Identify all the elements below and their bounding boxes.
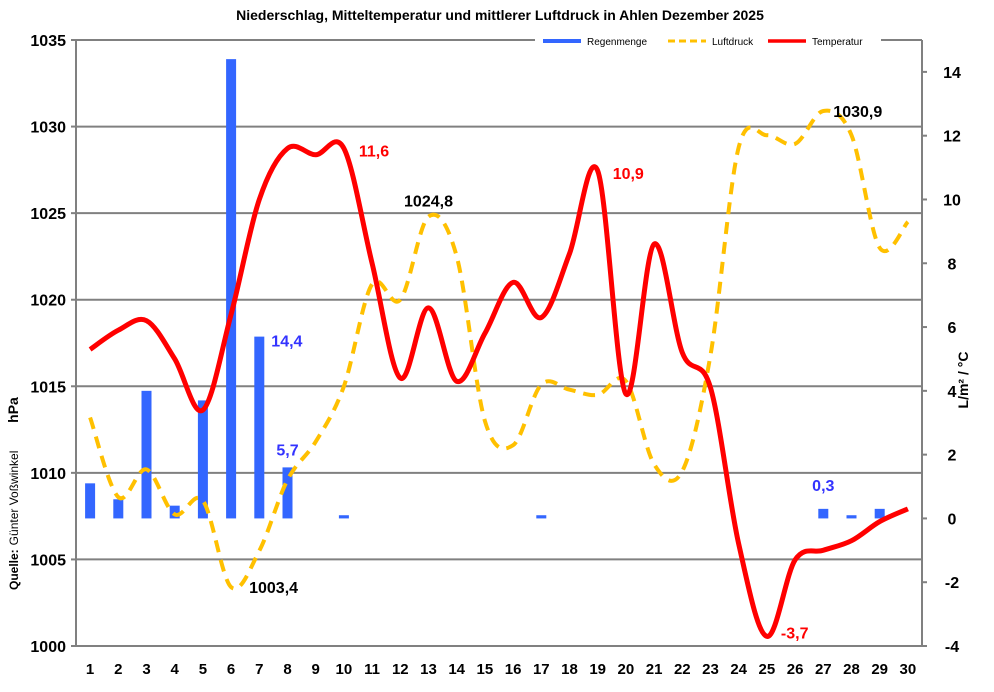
source-credit: Quelle: Günter Voßwinkel [7, 451, 21, 590]
legend-label-temperatur: Temperatur [812, 37, 863, 48]
bar-regenmenge [282, 467, 293, 519]
x-tick-label: 7 [255, 661, 263, 678]
chart-title: Niederschlag, Mitteltemperatur und mittl… [236, 7, 764, 23]
bar-regenmenge [141, 390, 152, 519]
x-tick-label: 8 [283, 661, 291, 678]
left-tick-label: 1000 [30, 639, 66, 656]
x-tick-label: 4 [171, 661, 180, 678]
left-axis-label: hPa [5, 397, 21, 423]
source-author: Günter Voßwinkel [7, 451, 21, 546]
right-tick-label: 2 [948, 448, 957, 465]
x-tick-label: 25 [759, 661, 776, 678]
bar-regenmenge [338, 515, 349, 519]
x-tick-label: 10 [336, 661, 353, 678]
left-tick-label: 1030 [30, 120, 66, 137]
right-tick-label: -2 [945, 575, 959, 592]
bar-regenmenge [874, 508, 885, 519]
x-tick-label: 11 [364, 661, 380, 678]
x-tick-label: 1 [86, 661, 94, 678]
gridlines [76, 39, 922, 647]
bar-regenmenge [818, 508, 829, 519]
data-label: 10,9 [613, 166, 644, 183]
x-tick-label: 13 [420, 661, 437, 678]
data-label: 11,6 [359, 143, 389, 160]
bar-regenmenge [846, 515, 857, 519]
svg-text:Quelle:Günter Voßwinkel: Quelle: Günter Voßwinkel [7, 451, 21, 590]
x-tick-label: 28 [843, 661, 860, 678]
x-tick-label: 19 [589, 661, 606, 678]
x-tick-label: 21 [646, 661, 663, 678]
x-tick-label: 5 [199, 661, 207, 678]
right-tick-label: 12 [943, 129, 961, 146]
right-tick-label: 6 [948, 320, 957, 337]
right-tick-label: 10 [943, 192, 961, 209]
data-label: 1024,8 [404, 194, 453, 211]
x-tick-label: 22 [674, 661, 691, 678]
bar-regenmenge [254, 336, 265, 519]
legend-label-luftdruck: Luftdruck [712, 37, 754, 48]
data-label: 5,7 [276, 442, 298, 459]
x-tick-label: 17 [533, 661, 550, 678]
bar-regenmenge [197, 400, 208, 519]
data-label: 0,3 [812, 478, 834, 495]
line-luftdruck [88, 108, 910, 591]
x-tick-label: 9 [312, 661, 320, 678]
bar-regenmenge [536, 515, 547, 519]
x-tick-label: 26 [787, 661, 804, 678]
right-tick-label: 8 [948, 256, 957, 273]
bar-series-regenmenge [85, 59, 885, 519]
bar-regenmenge [226, 59, 237, 519]
x-tick-label: 2 [114, 661, 122, 678]
data-label: -3,7 [781, 625, 809, 642]
x-tick-label: 3 [142, 661, 150, 678]
x-tick-label: 27 [815, 661, 832, 678]
data-label: 1030,9 [833, 104, 882, 121]
x-tick-label: 12 [392, 661, 409, 678]
x-tick-label: 14 [448, 661, 465, 678]
x-tick-label: 30 [900, 661, 917, 678]
data-label: 1003,4 [249, 580, 298, 597]
right-axis-ticks: -4 -2 0 2 4 6 8 10 12 14 [922, 65, 961, 656]
left-tick-label: 1025 [30, 206, 66, 223]
left-tick-label: 1035 [30, 33, 66, 50]
x-tick-label: 20 [618, 661, 635, 678]
data-label: 14,4 [271, 334, 302, 351]
legend-background [535, 34, 881, 48]
left-tick-label: 1005 [30, 552, 66, 569]
x-tick-label: 15 [477, 661, 494, 678]
left-tick-label: 1015 [30, 379, 66, 396]
x-tick-label: 16 [505, 661, 522, 678]
axes [75, 40, 923, 647]
legend-label-regenmenge: Regenmenge [587, 37, 647, 48]
legend: Regenmenge Luftdruck Temperatur [535, 34, 881, 48]
right-tick-label: 4 [948, 384, 957, 401]
line-series [88, 108, 910, 639]
line-temperatur [88, 139, 909, 639]
left-axis-ticks: 1000 1005 1010 1015 1020 1025 1030 1035 [30, 33, 76, 656]
source-label: Quelle: [7, 549, 21, 590]
right-axis-label: L/m² / °C [955, 352, 971, 409]
x-tick-label: 18 [561, 661, 578, 678]
bar-regenmenge [113, 499, 124, 519]
annotations: 14,4 5,7 0,3 11,6 10,9 -3,7 1003,4 1024,8 1030,9 [249, 104, 882, 642]
bar-regenmenge [85, 483, 96, 519]
x-tick-label: 29 [871, 661, 888, 678]
left-tick-label: 1020 [30, 293, 66, 310]
right-tick-label: 0 [948, 511, 957, 528]
right-tick-label: -4 [945, 639, 959, 656]
x-axis-ticks: 1 2 3 4 5 6 7 8 9 10 11 12 13 14 15 16 17 18 19 20 21 22 23 24 2… [86, 661, 916, 678]
x-tick-label: 6 [227, 661, 235, 678]
right-tick-label: 14 [943, 65, 961, 82]
x-tick-label: 23 [702, 661, 719, 678]
x-tick-label: 24 [730, 661, 747, 678]
left-tick-label: 1010 [30, 466, 66, 483]
